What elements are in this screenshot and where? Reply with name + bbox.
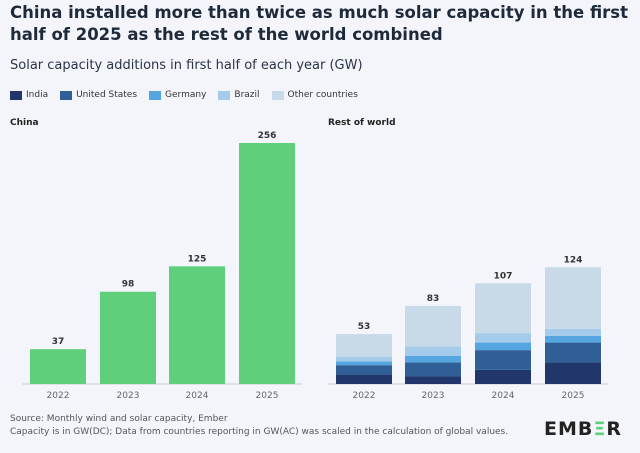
legend-swatch [10, 90, 22, 100]
data-label: 256 [258, 131, 277, 141]
bar-china-2025 [239, 143, 295, 384]
x-tick-label: 2022 [353, 391, 376, 401]
bar-segment-2022-united-states [336, 365, 392, 375]
legend-item: United States [60, 90, 137, 100]
legend-label: Brazil [234, 90, 260, 100]
bar-segment-2025-brazil [545, 328, 601, 336]
legend-label: Germany [165, 90, 207, 100]
bar-china-2022 [30, 349, 86, 384]
x-tick-label: 2022 [47, 391, 70, 401]
bar-segment-2024-other-countries [475, 283, 531, 334]
data-label: 37 [52, 337, 65, 347]
data-label: 124 [564, 255, 583, 265]
chart-title: China installed more than twice as much … [10, 3, 629, 44]
bar-segment-2022-other-countries [336, 334, 392, 357]
bar-segment-2024-united-states [475, 350, 531, 370]
panel-title-rest-of-world: Rest of world [328, 118, 396, 128]
bar-segment-2024-brazil [475, 333, 531, 343]
x-tick-label: 2024 [186, 391, 209, 401]
x-tick-label: 2023 [117, 391, 140, 401]
bar-segment-2023-brazil [405, 346, 461, 356]
bar-segment-2022-india [336, 374, 392, 384]
bar-segment-2022-germany [336, 361, 392, 366]
x-tick-label: 2023 [422, 391, 445, 401]
bar-china-2024 [169, 266, 225, 384]
data-label: 98 [122, 280, 135, 290]
bar-segment-2025-united-states [545, 342, 601, 363]
bar-segment-2023-other-countries [405, 305, 461, 347]
data-label: 125 [188, 254, 207, 264]
x-tick-label: 2025 [256, 391, 279, 401]
bar-segment-2023-united-states [405, 362, 461, 377]
legend-item: Brazil [218, 90, 260, 100]
panel-title-china: China [10, 118, 39, 128]
capacity-note: Capacity is in GW(DC); Data from countri… [10, 427, 509, 437]
bar-segment-2025-other-countries [545, 267, 601, 329]
x-tick-label: 2025 [562, 391, 585, 401]
data-label: 83 [427, 294, 440, 304]
bar-segment-2024-germany [475, 342, 531, 351]
bar-segment-2025-india [545, 362, 601, 384]
legend-swatch [271, 90, 284, 100]
data-label: 53 [358, 322, 371, 332]
legend-item: Other countries [271, 90, 358, 100]
legend-label: Other countries [287, 90, 358, 100]
ember-logo: EMBΞR [543, 418, 622, 440]
bar-segment-2023-india [405, 376, 461, 384]
bar-segment-2025-germany [545, 335, 601, 343]
legend-swatch [149, 90, 162, 100]
source-note: Source: Monthly wind and solar capacity,… [10, 414, 228, 424]
legend-swatch [218, 90, 231, 100]
chart-subtitle: Solar capacity additions in first half o… [10, 58, 363, 73]
legend-label: India [26, 90, 49, 100]
legend-swatch [60, 90, 73, 100]
bar-segment-2022-brazil [336, 356, 392, 362]
data-label: 107 [494, 271, 513, 281]
legend-item: Germany [149, 90, 206, 100]
bar-segment-2024-india [475, 369, 531, 384]
legend: India United States Germany Brazil Other cou… [10, 90, 358, 100]
x-tick-label: 2024 [492, 391, 515, 401]
legend-label: United States [76, 90, 138, 100]
bar-china-2023 [100, 291, 156, 384]
legend-item: India [10, 90, 48, 100]
footer: Source: Monthly wind and solar capacity,… [10, 413, 508, 439]
bar-segment-2023-germany [405, 355, 461, 363]
